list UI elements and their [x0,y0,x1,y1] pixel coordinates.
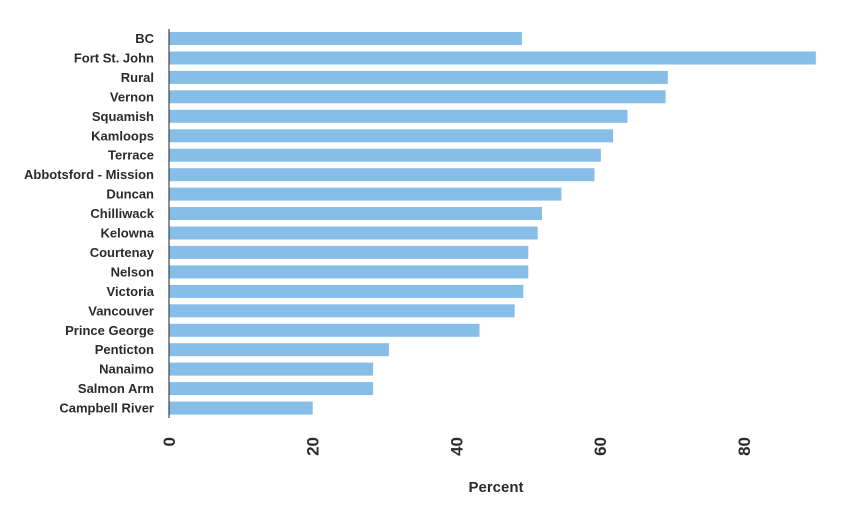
category-label: Terrace [108,148,154,163]
category-label: Kelowna [101,226,155,241]
category-label: Nanaimo [99,362,154,377]
category-label: Vancouver [88,303,154,318]
category-label: Squamish [92,109,154,124]
bar [169,70,668,84]
bar [169,109,628,123]
bar [169,187,562,201]
category-label: Courtenay [90,245,155,260]
bar [169,226,538,240]
bar [169,90,666,104]
category-label: Nelson [111,264,154,279]
bar [169,168,595,182]
category-label: Victoria [107,284,155,299]
category-label: Vernon [110,89,154,104]
bar [169,284,524,298]
category-label: Chilliwack [90,206,154,221]
category-label: Abbotsford - Mission [24,167,154,182]
category-label: Fort St. John [74,51,154,66]
category-label: Kamloops [91,128,154,143]
x-axis-title: Percent [468,479,523,496]
bar [169,343,389,357]
category-label: Duncan [106,187,154,202]
bar [169,51,816,65]
category-label: Penticton [95,342,154,357]
x-tick-label: 60 [591,437,610,456]
category-label: Salmon Arm [78,381,154,396]
bar [169,382,374,396]
bars-layer [169,32,816,415]
x-tick-label: 40 [448,437,467,456]
category-label: Rural [121,70,154,85]
category-label: Prince George [65,323,154,338]
x-tick-label: 80 [735,437,754,456]
bar [169,129,614,143]
bar [169,304,515,318]
category-label: Campbell River [59,401,154,416]
bar [169,207,542,220]
bar [169,401,313,415]
category-labels: BC Fort St. John Rural Vernon Squamish Kamloo… [24,31,155,416]
x-tick-label: 0 [160,437,179,446]
bar [169,362,374,376]
category-label: BC [135,31,154,46]
bar [169,148,601,162]
bar [169,323,480,337]
bar [169,245,529,259]
bar [169,265,529,279]
bar [169,32,522,45]
x-tick-labels: 0 20 40 60 80 [160,437,754,456]
x-tick-label: 20 [304,437,323,456]
